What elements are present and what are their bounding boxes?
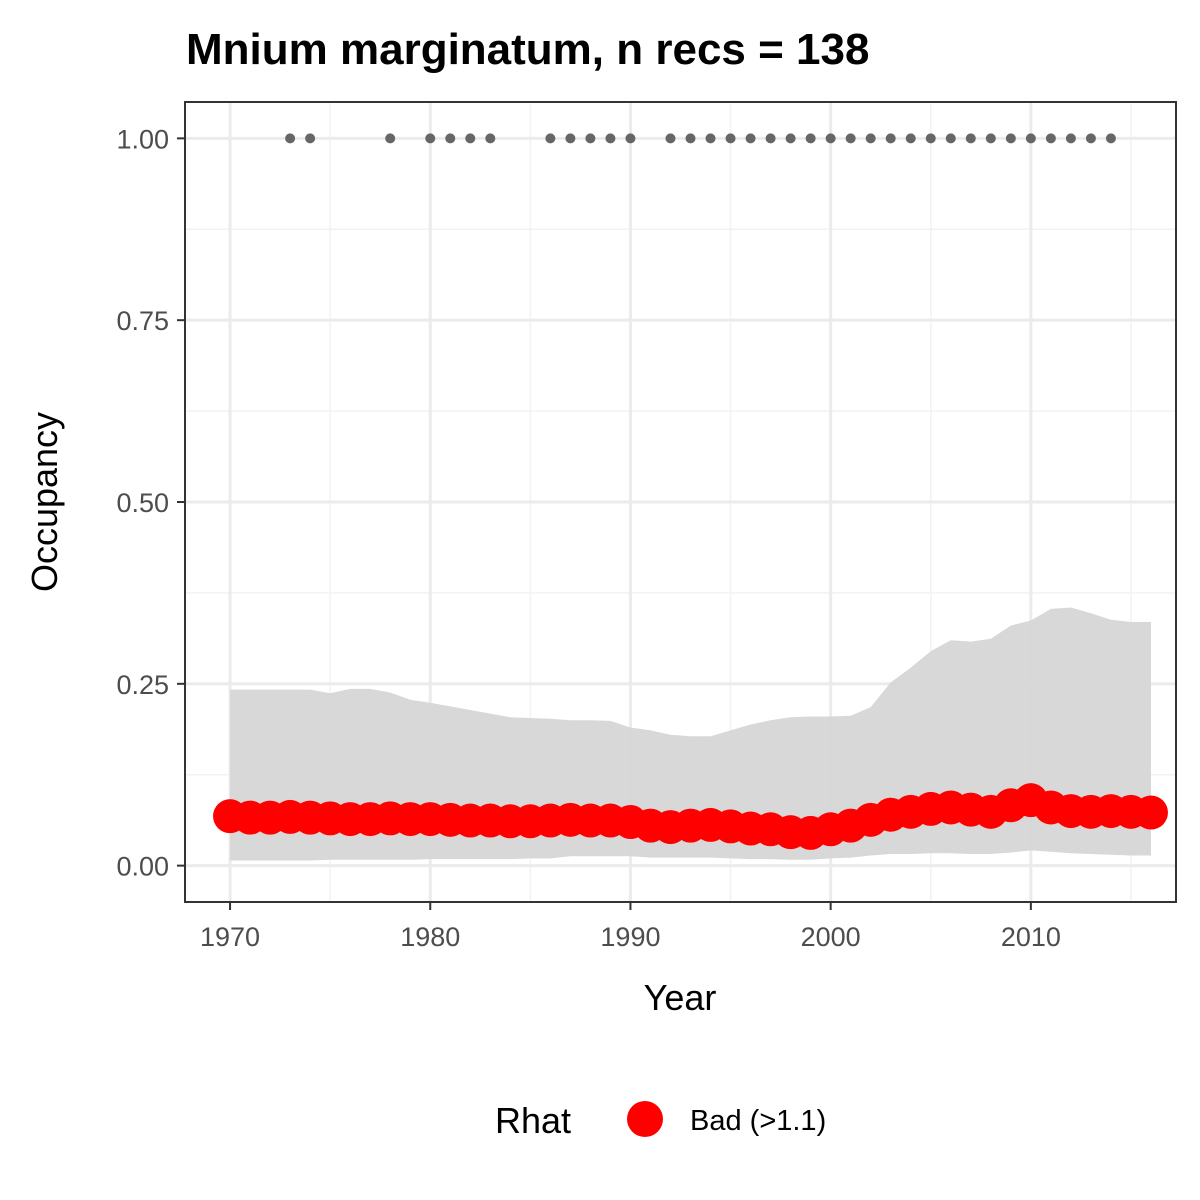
legend-key-bad bbox=[627, 1101, 663, 1137]
record-point bbox=[925, 133, 936, 144]
chart-title: Mnium marginatum, n recs = 138 bbox=[186, 25, 869, 74]
record-point bbox=[1085, 133, 1096, 144]
x-tick-label: 2010 bbox=[1001, 922, 1061, 952]
y-tick-label: 1.00 bbox=[116, 124, 169, 154]
record-point bbox=[785, 133, 796, 144]
x-tick-label: 1970 bbox=[200, 922, 260, 952]
record-point bbox=[885, 133, 896, 144]
y-tick-label: 0.75 bbox=[116, 306, 169, 336]
record-point bbox=[545, 133, 556, 144]
record-point bbox=[825, 133, 836, 144]
record-point bbox=[485, 133, 496, 144]
y-tick-label: 0.00 bbox=[116, 852, 169, 882]
record-point bbox=[685, 133, 696, 144]
legend-label-bad: Bad (>1.1) bbox=[690, 1105, 826, 1137]
x-axis-title: Year bbox=[644, 977, 717, 1018]
record-point bbox=[705, 133, 716, 144]
record-point bbox=[385, 133, 396, 144]
trend-point bbox=[1133, 795, 1168, 830]
axis-ticks: 0.00 0.25 0.50 0.75 1.00 1970 1980 1990 2000 2010 bbox=[116, 124, 1060, 952]
record-point bbox=[865, 133, 876, 144]
x-tick-label: 1990 bbox=[600, 922, 660, 952]
record-point bbox=[1005, 133, 1016, 144]
y-axis-title: Occupancy bbox=[24, 412, 65, 592]
record-point bbox=[845, 133, 856, 144]
record-point bbox=[1025, 133, 1036, 144]
record-point bbox=[1065, 133, 1076, 144]
record-point bbox=[665, 133, 676, 144]
x-tick-label: 2000 bbox=[801, 922, 861, 952]
record-point bbox=[985, 133, 996, 144]
record-point bbox=[765, 133, 776, 144]
y-tick-label: 0.25 bbox=[116, 670, 169, 700]
record-point bbox=[425, 133, 436, 144]
record-point bbox=[465, 133, 476, 144]
record-point bbox=[1045, 133, 1056, 144]
record-point bbox=[605, 133, 616, 144]
record-point bbox=[745, 133, 756, 144]
record-point bbox=[1105, 133, 1116, 144]
record-point bbox=[445, 133, 456, 144]
legend: Rhat Bad (>1.1) bbox=[495, 1100, 826, 1141]
occupancy-trend bbox=[213, 783, 1168, 850]
record-point bbox=[805, 133, 816, 144]
record-point bbox=[945, 133, 956, 144]
record-point bbox=[285, 133, 296, 144]
record-point bbox=[905, 133, 916, 144]
record-points bbox=[285, 133, 1116, 144]
record-point bbox=[585, 133, 596, 144]
record-point bbox=[725, 133, 736, 144]
record-point bbox=[625, 133, 636, 144]
legend-title: Rhat bbox=[495, 1100, 571, 1141]
record-point bbox=[965, 133, 976, 144]
record-point bbox=[565, 133, 576, 144]
y-tick-label: 0.50 bbox=[116, 488, 169, 518]
x-tick-label: 1980 bbox=[400, 922, 460, 952]
record-point bbox=[305, 133, 316, 144]
